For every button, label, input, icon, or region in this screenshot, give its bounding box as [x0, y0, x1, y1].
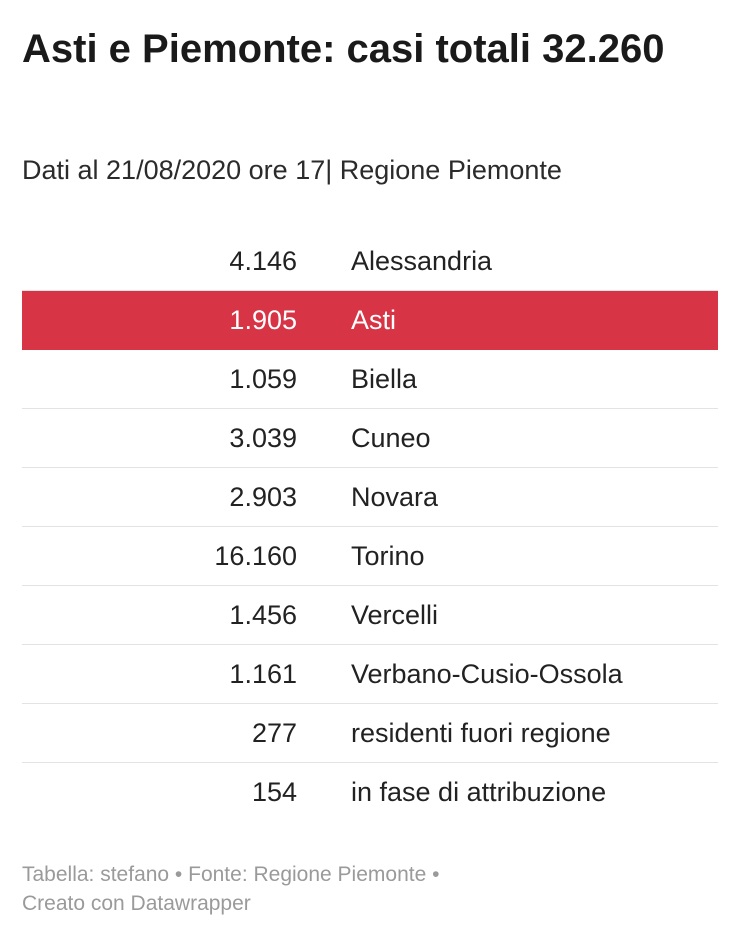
table-row: 16.160 Torino [22, 527, 718, 586]
table-row: 3.039 Cuneo [22, 409, 718, 468]
cell-value: 1.905 [229, 305, 297, 335]
cell-value: 154 [251, 777, 297, 807]
cell-value: 3.039 [229, 423, 297, 453]
cell-value: 1.161 [229, 659, 297, 689]
cell-name: Cuneo [351, 423, 431, 453]
chart-subtitle: Dati al 21/08/2020 ore 17| Regione Piemo… [22, 155, 562, 185]
footer-credits: Tabella: stefano • Fonte: Regione Piemon… [22, 863, 440, 886]
cell-name: Vercelli [351, 600, 439, 630]
cell-name: Novara [351, 482, 439, 512]
table-row: 1.059 Biella [22, 350, 718, 409]
table-row: 1.161 Verbano-Cusio-Ossola [22, 645, 718, 704]
cell-name: Biella [351, 364, 418, 394]
table-row: 154 in fase di attribuzione [22, 763, 718, 821]
cell-name: residenti fuori regione [351, 718, 611, 748]
cell-name: Torino [351, 541, 425, 571]
table-row: 1.456 Vercelli [22, 586, 718, 645]
chart-footer: Tabella: stefano • Fonte: Regione Piemon… [22, 860, 582, 918]
table-row-highlighted: 1.905 Asti [22, 291, 718, 350]
table-row: 4.146 Alessandria [22, 232, 718, 291]
cell-value: 4.146 [229, 246, 297, 276]
chart-title: Asti e Piemonte: casi totali 32.260 [22, 27, 665, 71]
cell-name: Alessandria [351, 246, 493, 276]
cell-value: 1.059 [229, 364, 297, 394]
footer-datawrapper: Creato con Datawrapper [22, 892, 251, 915]
cell-name: in fase di attribuzione [351, 777, 607, 807]
cell-name: Verbano-Cusio-Ossola [351, 659, 623, 689]
cell-name: Asti [351, 305, 397, 335]
data-table: 4.146 Alessandria 1.905 Asti 1.059 Biella 3.03… [22, 232, 718, 821]
cell-value: 1.456 [229, 600, 297, 630]
cell-value: 2.903 [229, 482, 297, 512]
cell-value: 277 [251, 718, 297, 748]
table-row: 277 residenti fuori regione [22, 704, 718, 763]
cell-value: 16.160 [214, 541, 297, 571]
table-row: 2.903 Novara [22, 468, 718, 527]
